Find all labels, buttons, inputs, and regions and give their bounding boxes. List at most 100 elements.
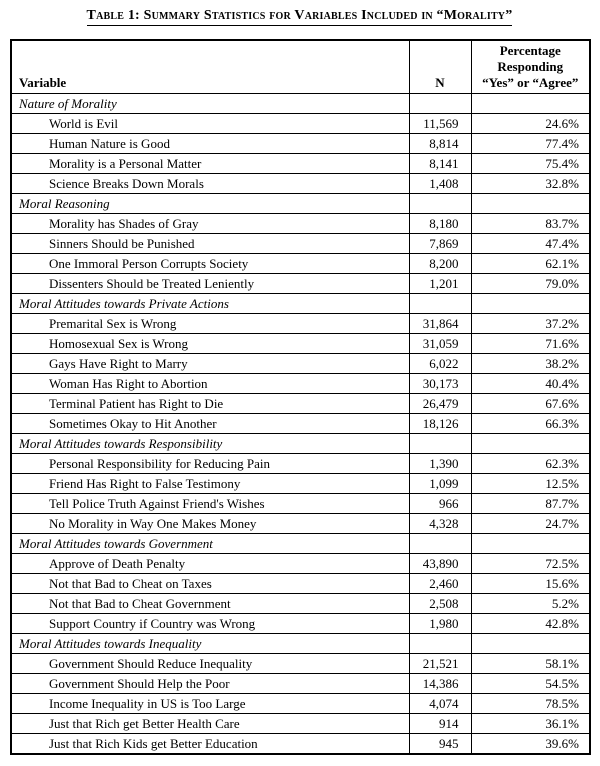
percentage-value: 87.7%: [470, 492, 591, 514]
table-row: No Morality in Way One Makes Money 4,328 2…: [10, 512, 591, 534]
col-header-n: N: [408, 39, 472, 94]
percentage-value: 24.7%: [470, 512, 591, 534]
col-header-percentage: Percentage Responding “Yes” or “Agree”: [470, 39, 591, 94]
table-row: Premarital Sex is Wrong 31,864 37.2%: [10, 312, 591, 334]
percentage-value: 40.4%: [470, 372, 591, 394]
percentage-value: 72.5%: [470, 552, 591, 574]
percentage-value: 77.4%: [470, 132, 591, 154]
variable-label: Sometimes Okay to Hit Another: [10, 412, 410, 434]
n-value: 7,869: [408, 232, 472, 254]
percentage-value: 42.8%: [470, 612, 591, 634]
table-row: Friend Has Right to False Testimony 1,099…: [10, 472, 591, 494]
table-row: Personal Responsibility for Reducing Pai…: [10, 452, 591, 474]
variable-label: Premarital Sex is Wrong: [10, 312, 410, 334]
percentage-value: [470, 92, 591, 114]
section-label: Moral Attitudes towards Inequality: [10, 632, 410, 654]
section-label: Moral Reasoning: [10, 192, 410, 214]
percentage-value: 37.2%: [470, 312, 591, 334]
variable-label: Tell Police Truth Against Friend's Wishe…: [10, 492, 410, 514]
col-header-variable: Variable: [10, 39, 410, 94]
variable-label: No Morality in Way One Makes Money: [10, 512, 410, 534]
n-value: 945: [408, 732, 472, 755]
table-row: Not that Bad to Cheat on Taxes 2,460 15.6%: [10, 572, 591, 594]
n-value: 31,864: [408, 312, 472, 334]
summary-table: Variable N Percentage Responding “Yes” o…: [10, 39, 591, 755]
n-value: 1,201: [408, 272, 472, 294]
n-value: 8,814: [408, 132, 472, 154]
variable-label: Friend Has Right to False Testimony: [10, 472, 410, 494]
table-body: Nature of Morality World is Evil 11,569 24.…: [10, 92, 591, 755]
variable-label: Sinners Should be Punished: [10, 232, 410, 254]
n-value: 6,022: [408, 352, 472, 374]
percentage-value: 75.4%: [470, 152, 591, 174]
n-value: 43,890: [408, 552, 472, 574]
table-row: Government Should Help the Poor 14,386 54.…: [10, 672, 591, 694]
percentage-value: 79.0%: [470, 272, 591, 294]
n-value: 4,074: [408, 692, 472, 714]
variable-label: Human Nature is Good: [10, 132, 410, 154]
variable-label: Approve of Death Penalty: [10, 552, 410, 574]
col-header-percentage-line3: “Yes” or “Agree”: [482, 74, 579, 90]
n-value: 8,141: [408, 152, 472, 174]
n-value: 2,460: [408, 572, 472, 594]
table-row: Dissenters Should be Treated Leniently 1,…: [10, 272, 591, 294]
n-value: 4,328: [408, 512, 472, 534]
percentage-value: 24.6%: [470, 112, 591, 134]
section-row: Moral Attitudes towards Inequality: [10, 632, 591, 654]
table-row: Government Should Reduce Inequality 21,52…: [10, 652, 591, 674]
table-row: Science Breaks Down Morals 1,408 32.8%: [10, 172, 591, 194]
n-value: 966: [408, 492, 472, 514]
table-row: One Immoral Person Corrupts Society 8,200…: [10, 252, 591, 274]
variable-label: Government Should Reduce Inequality: [10, 652, 410, 674]
table-row: Terminal Patient has Right to Die 26,479 6…: [10, 392, 591, 414]
percentage-value: 54.5%: [470, 672, 591, 694]
col-header-percentage-line1: Percentage: [499, 43, 561, 58]
table-row: Just that Rich get Better Health Care 914…: [10, 712, 591, 734]
percentage-value: 12.5%: [470, 472, 591, 494]
n-value: [408, 192, 472, 214]
table-row: Just that Rich Kids get Better Education…: [10, 732, 591, 755]
percentage-value: [470, 292, 591, 314]
percentage-value: 83.7%: [470, 212, 591, 234]
variable-label: Terminal Patient has Right to Die: [10, 392, 410, 414]
percentage-value: 71.6%: [470, 332, 591, 354]
variable-label: Homosexual Sex is Wrong: [10, 332, 410, 354]
table-title: Table 1: Summary Statistics for Variable…: [86, 8, 513, 26]
n-value: 1,408: [408, 172, 472, 194]
variable-label: One Immoral Person Corrupts Society: [10, 252, 410, 274]
n-value: 14,386: [408, 672, 472, 694]
table-row: Support Country if Country was Wrong 1,98…: [10, 612, 591, 634]
variable-label: Science Breaks Down Morals: [10, 172, 410, 194]
n-value: 26,479: [408, 392, 472, 414]
n-value: 1,099: [408, 472, 472, 494]
percentage-value: 39.6%: [470, 732, 591, 755]
table-header: Variable N Percentage Responding “Yes” o…: [10, 39, 591, 94]
percentage-value: 62.1%: [470, 252, 591, 274]
section-row: Nature of Morality: [10, 92, 591, 114]
n-value: 31,059: [408, 332, 472, 354]
n-value: [408, 532, 472, 554]
n-value: 914: [408, 712, 472, 734]
table-row: Income Inequality in US is Too Large 4,07…: [10, 692, 591, 714]
percentage-value: 67.6%: [470, 392, 591, 414]
percentage-value: 58.1%: [470, 652, 591, 674]
table-row: World is Evil 11,569 24.6%: [10, 112, 591, 134]
n-value: [408, 432, 472, 454]
percentage-value: 38.2%: [470, 352, 591, 374]
variable-label: Not that Bad to Cheat on Taxes: [10, 572, 410, 594]
percentage-value: 47.4%: [470, 232, 591, 254]
section-row: Moral Attitudes towards Government: [10, 532, 591, 554]
variable-label: Support Country if Country was Wrong: [10, 612, 410, 634]
table-row: Sinners Should be Punished 7,869 47.4%: [10, 232, 591, 254]
table-row: Gays Have Right to Marry 6,022 38.2%: [10, 352, 591, 374]
n-value: 11,569: [408, 112, 472, 134]
n-value: 21,521: [408, 652, 472, 674]
n-value: [408, 292, 472, 314]
n-value: 18,126: [408, 412, 472, 434]
percentage-value: [470, 532, 591, 554]
n-value: 8,180: [408, 212, 472, 234]
variable-label: Government Should Help the Poor: [10, 672, 410, 694]
variable-label: World is Evil: [10, 112, 410, 134]
percentage-value: 36.1%: [470, 712, 591, 734]
